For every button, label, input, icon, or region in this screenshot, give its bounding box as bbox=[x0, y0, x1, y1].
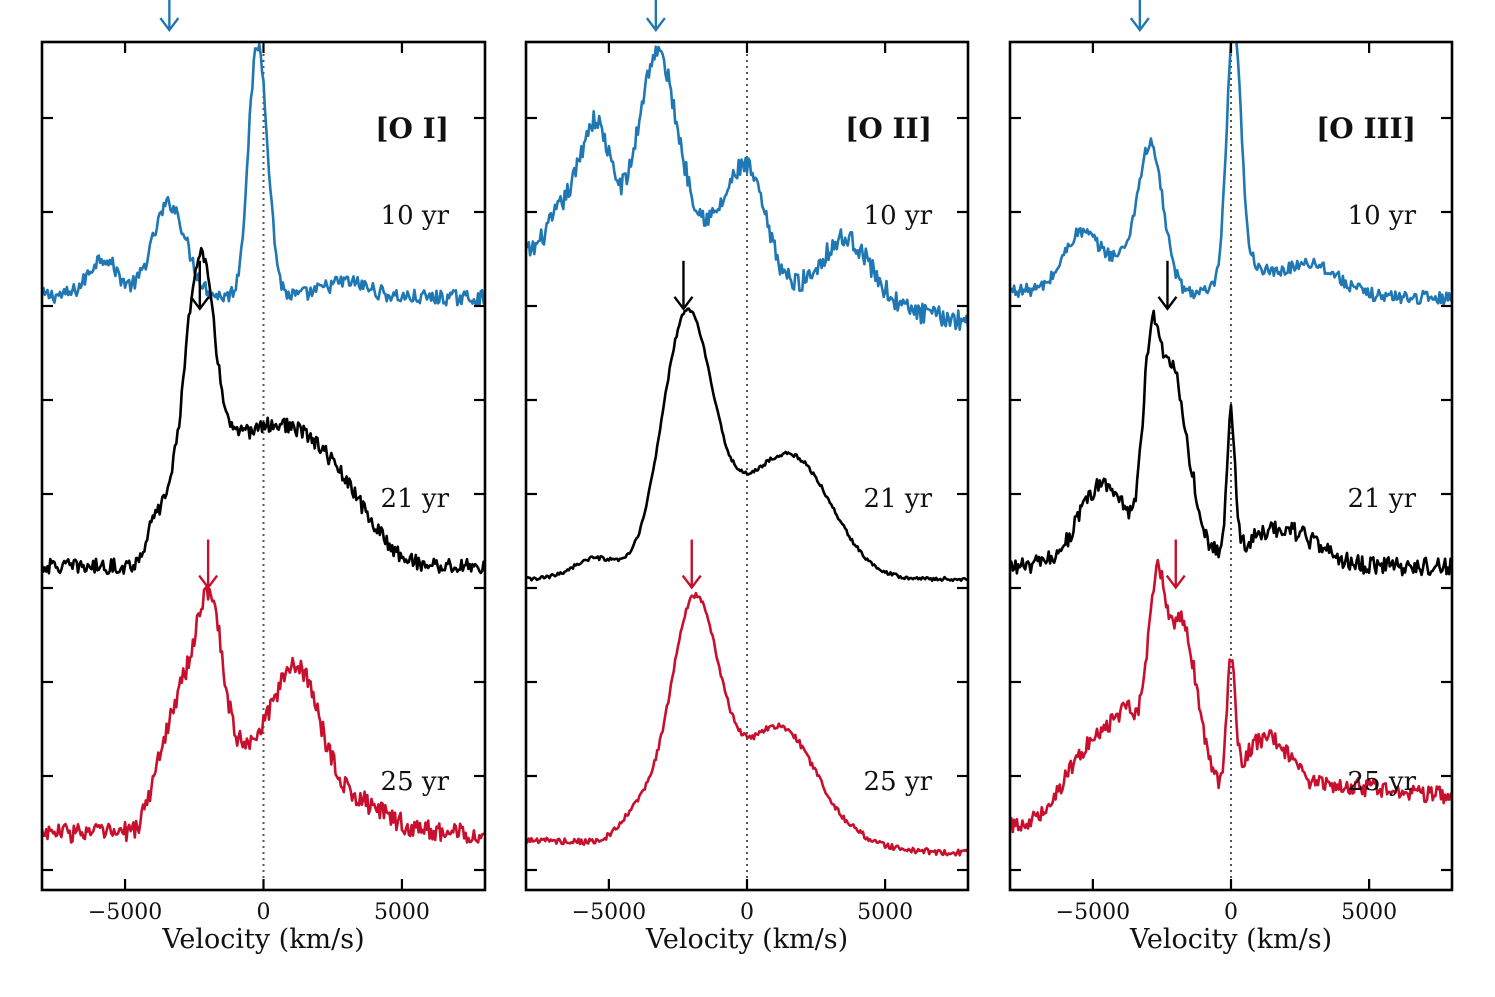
epoch-label: 21 yr bbox=[1348, 484, 1417, 514]
peak-arrow-21-yr bbox=[1157, 260, 1178, 311]
epoch-label: 21 yr bbox=[864, 484, 933, 514]
epoch-label: 10 yr bbox=[381, 201, 450, 231]
spectrum-line-21-yr bbox=[1010, 309, 1452, 577]
x-axis-title: Velocity (km/s) bbox=[1129, 924, 1332, 955]
peak-arrow-10-yr bbox=[159, 0, 180, 33]
epoch-label: 10 yr bbox=[1348, 201, 1417, 231]
peak-arrow-21-yr bbox=[189, 260, 210, 311]
x-tick-label: −5000 bbox=[88, 900, 162, 925]
epoch-label: 25 yr bbox=[1348, 767, 1417, 797]
peak-arrow-21-yr bbox=[673, 260, 694, 311]
panel-1: 10 yr 21 yr 25 yr [O I] −5000 0 5000 Velocity (… bbox=[40, 0, 487, 955]
epoch-label: 10 yr bbox=[864, 201, 933, 231]
x-tick-label: 0 bbox=[740, 900, 754, 925]
epoch-label: 25 yr bbox=[864, 767, 933, 797]
peak-arrow-10-yr bbox=[1129, 0, 1150, 33]
spectrum-line-21-yr bbox=[42, 246, 485, 575]
panel-2: 10 yr 21 yr 25 yr [O II] −5000 0 5000 Velocity … bbox=[524, 0, 970, 955]
spectrum-line-25-yr bbox=[526, 591, 968, 857]
epoch-label: 25 yr bbox=[381, 767, 450, 797]
peak-arrow-25-yr bbox=[198, 539, 219, 590]
spectrum-line-10-yr bbox=[42, 42, 485, 307]
peak-arrow-10-yr bbox=[645, 0, 666, 33]
x-axis-title: Velocity (km/s) bbox=[645, 924, 848, 955]
peak-arrow-25-yr bbox=[1165, 539, 1186, 590]
spectrum-line-10-yr bbox=[526, 45, 968, 331]
x-axis-title: Velocity (km/s) bbox=[161, 924, 364, 955]
ion-label: [O II] bbox=[845, 112, 932, 145]
spectrum-line-21-yr bbox=[526, 307, 968, 583]
ion-label: [O I] bbox=[375, 112, 449, 145]
peak-arrow-25-yr bbox=[681, 539, 702, 590]
x-tick-label: 5000 bbox=[374, 900, 430, 925]
x-tick-label: 0 bbox=[1224, 900, 1238, 925]
x-tick-label: 5000 bbox=[1341, 900, 1397, 925]
x-tick-label: −5000 bbox=[1056, 900, 1130, 925]
x-tick-label: −5000 bbox=[572, 900, 646, 925]
x-tick-label: 0 bbox=[257, 900, 271, 925]
spectrum-line-25-yr bbox=[42, 585, 485, 844]
spectrum-line-10-yr bbox=[1010, 42, 1452, 306]
spectrum-line-25-yr bbox=[1010, 558, 1452, 834]
ion-label: [O III] bbox=[1316, 112, 1416, 145]
panel-3: 10 yr 21 yr 25 yr [O III] −5000 0 5000 Velocity… bbox=[1008, 0, 1454, 955]
x-tick-label: 5000 bbox=[857, 900, 913, 925]
epoch-label: 21 yr bbox=[381, 484, 450, 514]
